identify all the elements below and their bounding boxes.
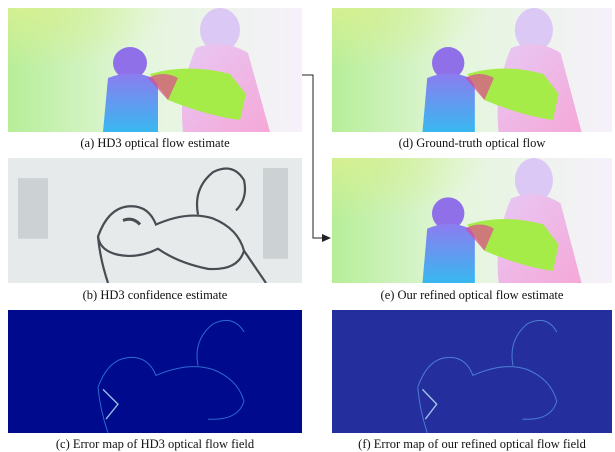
caption: (f) Error map of our refined optical flo… (358, 437, 586, 451)
caption: (b) HD3 confidence estimate (83, 288, 228, 302)
caption: (c) Error map of HD3 optical flow field (56, 437, 255, 451)
error-map-image (8, 310, 302, 433)
caption: (e) Our refined optical flow estimate (381, 288, 564, 302)
arrow-head (322, 234, 331, 242)
arrow (302, 75, 324, 238)
refined-flow-image (332, 158, 612, 283)
flow-image (8, 8, 302, 132)
caption: (a) HD3 optical flow estimate (80, 136, 230, 150)
caption: (d) Ground-truth optical flow (399, 136, 546, 150)
confidence-image (8, 158, 302, 283)
ground-truth-image (332, 8, 612, 132)
refined-error-map-image (332, 310, 612, 433)
figure: (a) HD3 optical flow estimate (b) HD3 co… (0, 0, 615, 452)
